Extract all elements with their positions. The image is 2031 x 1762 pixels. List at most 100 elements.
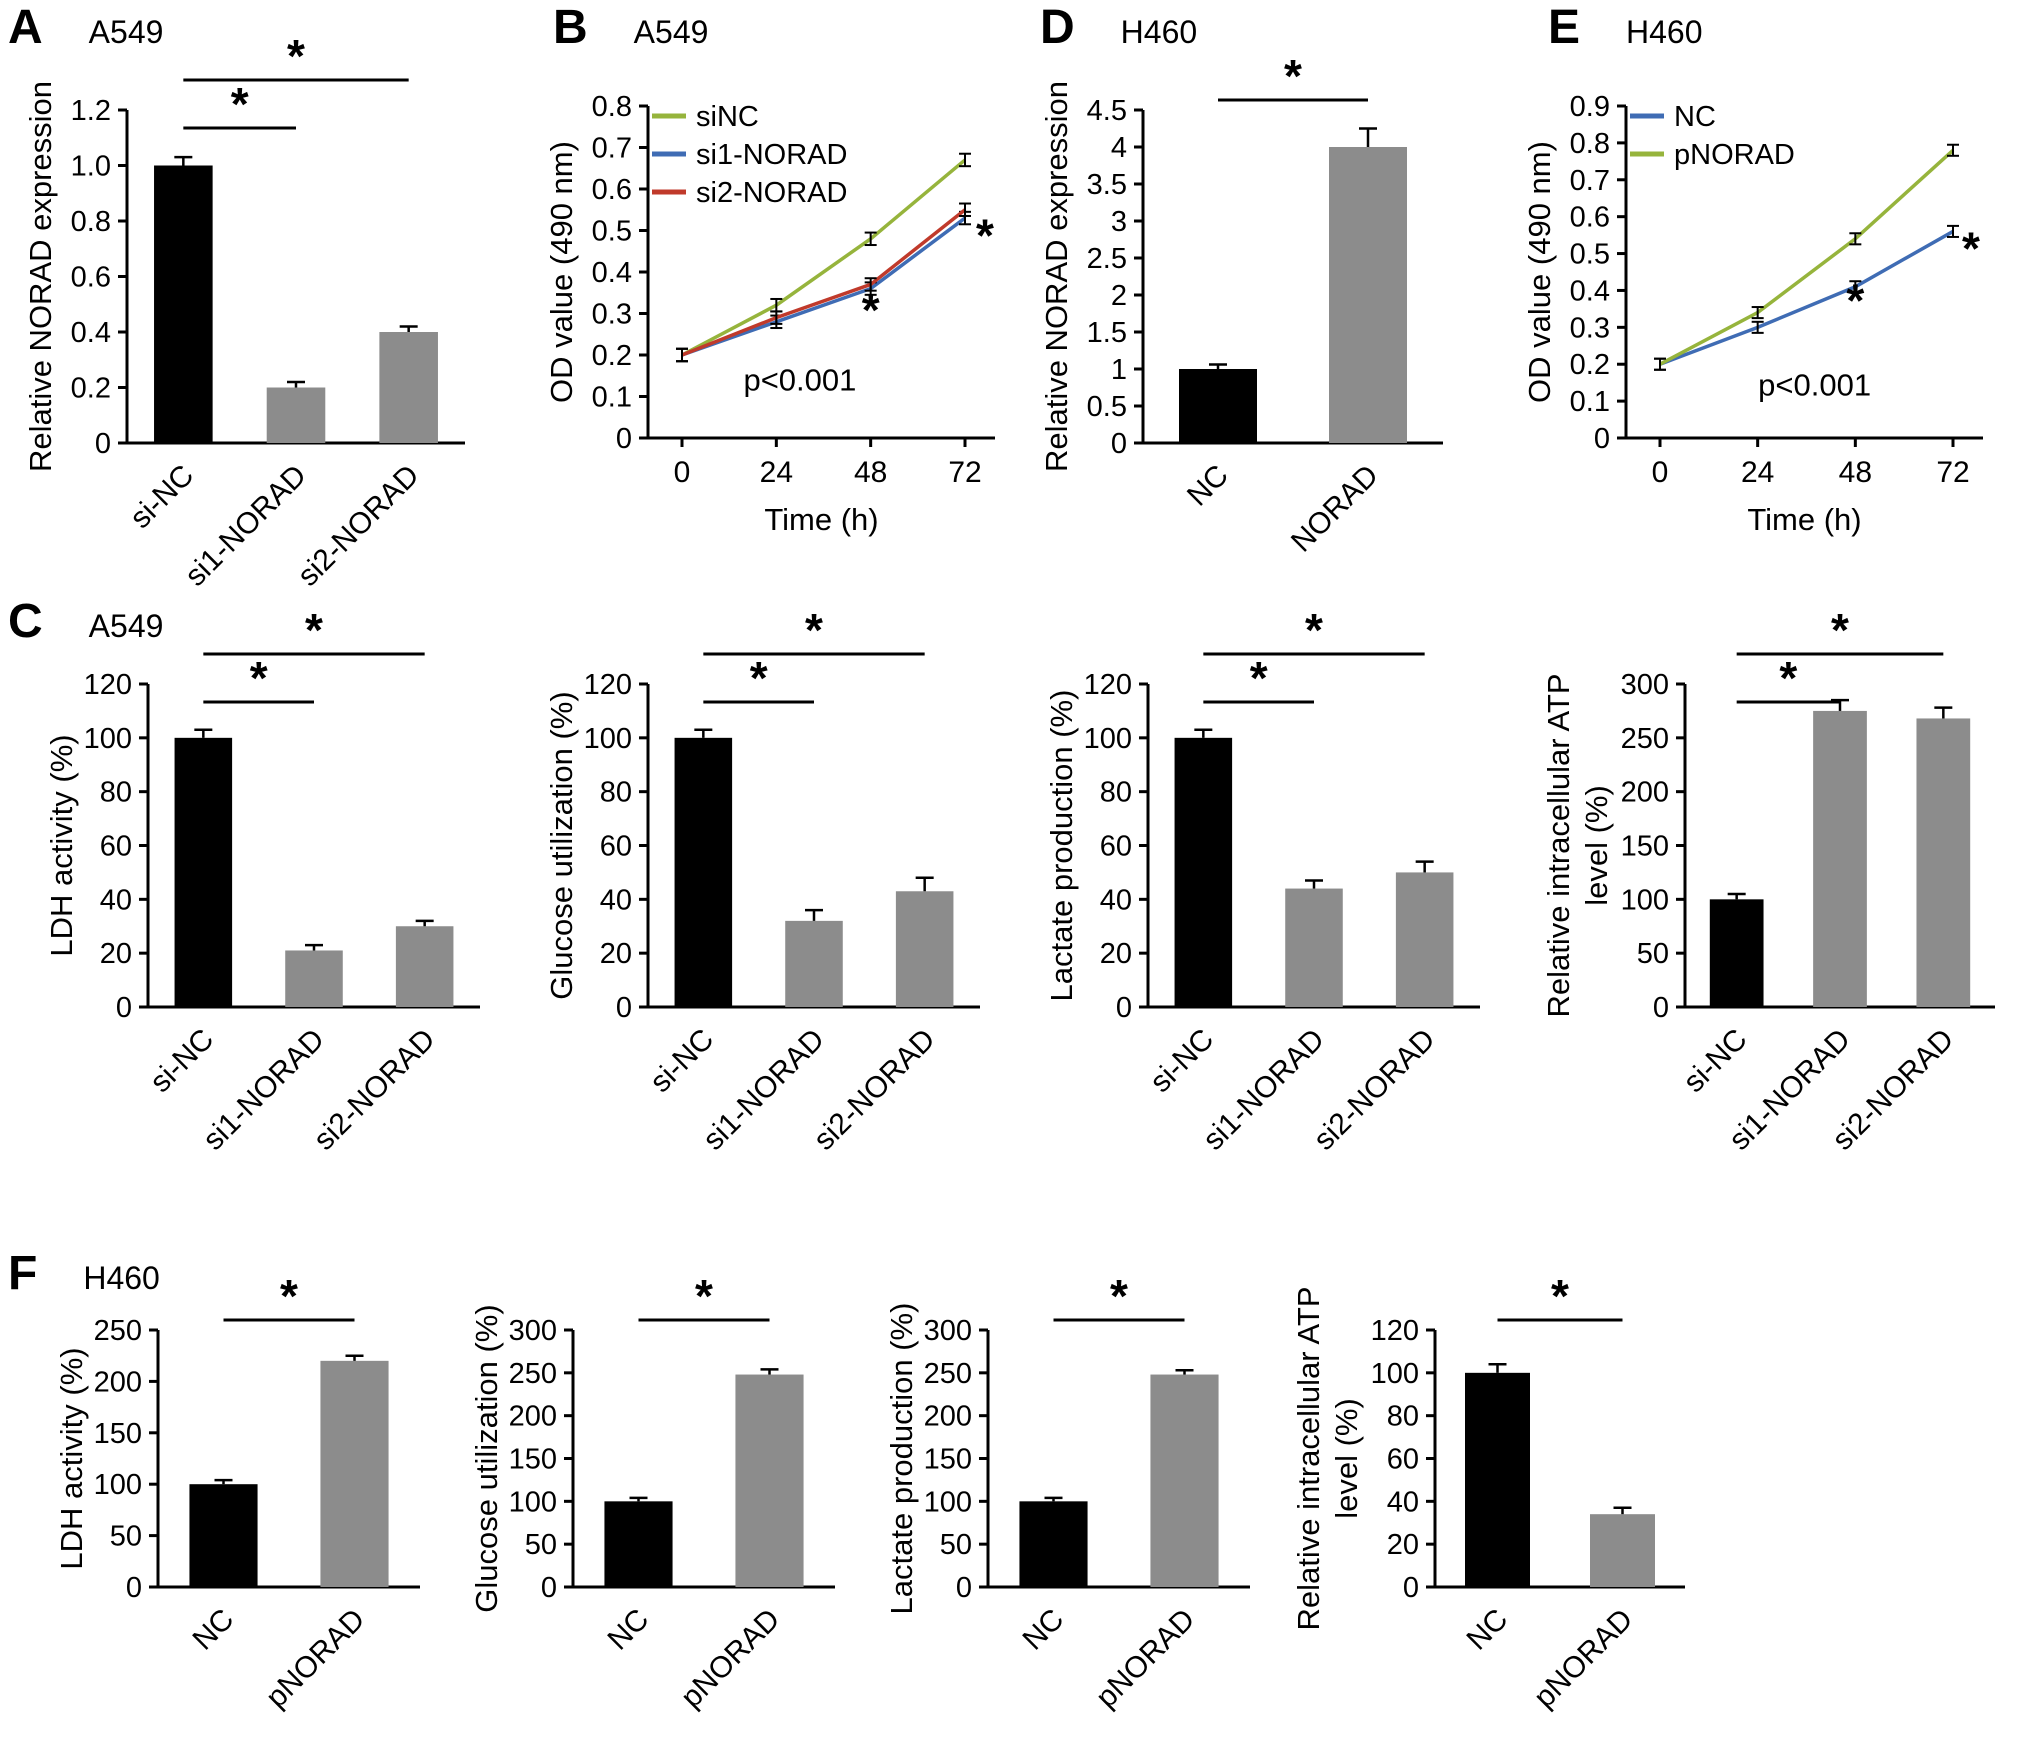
- panel-d-header: D H460: [1040, 4, 1197, 52]
- svg-text:120: 120: [84, 669, 132, 701]
- svg-text:0: 0: [95, 428, 111, 460]
- panel-a-title: A549: [88, 14, 164, 50]
- svg-text:150: 150: [94, 1418, 142, 1450]
- svg-text:72: 72: [1936, 456, 1969, 489]
- svg-text:1.0: 1.0: [71, 151, 111, 183]
- svg-text:*: *: [976, 209, 994, 261]
- svg-text:0: 0: [616, 423, 632, 455]
- svg-text:80: 80: [100, 777, 132, 809]
- svg-text:100: 100: [584, 723, 632, 755]
- svg-text:60: 60: [600, 831, 632, 863]
- svg-text:*: *: [1110, 1272, 1128, 1322]
- svg-text:0: 0: [1653, 992, 1669, 1024]
- svg-text:Lactate production (%): Lactate production (%): [884, 1303, 919, 1615]
- panel-f-header: F H460: [8, 1250, 160, 1298]
- panel-c-title: A549: [88, 608, 164, 644]
- svg-text:NC: NC: [1460, 1603, 1514, 1657]
- svg-text:250: 250: [1621, 723, 1669, 755]
- chart-a549-lactate-production-bar: 0 20 40 60 80 100 120 Lactate production (%) si-…: [1030, 612, 1510, 1187]
- svg-text:0: 0: [126, 1572, 142, 1604]
- svg-text:0.5: 0.5: [592, 216, 632, 248]
- svg-text:50: 50: [525, 1529, 557, 1561]
- svg-text:24: 24: [760, 456, 793, 489]
- chart-h460-proliferation-line: 0 0.1 0.2 0.3 0.4 0.5 0.6 0.7 0.8 0.9 OD value (49…: [1518, 28, 2023, 628]
- svg-text:si-NC: si-NC: [644, 1023, 720, 1099]
- svg-text:NC: NC: [1016, 1603, 1070, 1657]
- svg-text:0.3: 0.3: [592, 299, 632, 331]
- svg-text:LDH activity (%): LDH activity (%): [44, 734, 79, 956]
- svg-text:*: *: [1846, 274, 1864, 326]
- svg-text:250: 250: [94, 1315, 142, 1347]
- svg-text:120: 120: [1084, 669, 1132, 701]
- svg-text:100: 100: [84, 723, 132, 755]
- svg-text:0: 0: [541, 1572, 557, 1604]
- svg-text:0: 0: [116, 992, 132, 1024]
- panel-e-letter: E: [1548, 1, 1581, 54]
- svg-text:80: 80: [600, 777, 632, 809]
- svg-text:0: 0: [1116, 992, 1132, 1024]
- svg-text:*: *: [250, 652, 268, 704]
- svg-text:*: *: [280, 1272, 298, 1322]
- svg-text:200: 200: [94, 1366, 142, 1398]
- svg-text:LDH activity (%): LDH activity (%): [54, 1347, 89, 1569]
- svg-text:200: 200: [924, 1401, 972, 1433]
- svg-text:0: 0: [616, 992, 632, 1024]
- svg-text:100: 100: [94, 1469, 142, 1501]
- svg-text:0.6: 0.6: [592, 174, 632, 206]
- svg-text:20: 20: [100, 938, 132, 970]
- svg-text:Time (h): Time (h): [764, 502, 878, 537]
- panel-a-letter: A: [8, 1, 43, 54]
- svg-text:*: *: [287, 30, 305, 82]
- svg-text:0.8: 0.8: [592, 91, 632, 123]
- svg-text:300: 300: [1621, 669, 1669, 701]
- svg-text:50: 50: [110, 1521, 142, 1553]
- panel-b-header: B A549: [553, 4, 708, 52]
- svg-text:*: *: [1551, 1272, 1569, 1322]
- chart-h460-ldh-activity-bar: 0 50 100 150 200 250 LDH activity (%) NC pNORAD *: [40, 1272, 450, 1757]
- svg-text:Lactate production (%): Lactate production (%): [1044, 690, 1079, 1002]
- svg-text:OD value (490 nm): OD value (490 nm): [1522, 141, 1557, 403]
- svg-text:72: 72: [948, 456, 981, 489]
- panel-e-title: H460: [1626, 14, 1703, 50]
- svg-text:2: 2: [1111, 280, 1127, 312]
- svg-text:*: *: [1305, 612, 1323, 656]
- svg-text:100: 100: [509, 1486, 557, 1518]
- svg-text:0.4: 0.4: [592, 257, 632, 289]
- svg-text:0.3: 0.3: [1570, 312, 1610, 344]
- svg-text:0.1: 0.1: [592, 382, 632, 414]
- svg-text:250: 250: [509, 1358, 557, 1390]
- svg-text:150: 150: [1621, 831, 1669, 863]
- svg-text:1: 1: [1111, 354, 1127, 386]
- svg-text:*: *: [305, 612, 323, 656]
- svg-text:300: 300: [509, 1315, 557, 1347]
- svg-text:0.6: 0.6: [71, 262, 111, 294]
- svg-text:NORAD: NORAD: [1285, 459, 1385, 559]
- svg-text:4: 4: [1111, 132, 1127, 164]
- svg-text:0.4: 0.4: [1570, 275, 1610, 307]
- svg-text:150: 150: [924, 1444, 972, 1476]
- svg-text:0.7: 0.7: [592, 133, 632, 165]
- svg-text:Glucose utilization (%): Glucose utilization (%): [469, 1304, 504, 1612]
- svg-text:*: *: [1779, 652, 1797, 704]
- svg-text:Relative NORAD expression: Relative NORAD expression: [23, 81, 58, 472]
- svg-text:40: 40: [1387, 1486, 1419, 1518]
- svg-text:250: 250: [924, 1358, 972, 1390]
- svg-text:80: 80: [1100, 777, 1132, 809]
- chart-a549-norad-expression-bar: 0 0.2 0.4 0.6 0.8 1.0 1.2 Relative NORAD expres…: [15, 28, 500, 628]
- chart-a549-atp-level-bar: 0 50 100 150 200 250 300 Relative intracellular…: [1530, 612, 2025, 1187]
- svg-text:2.5: 2.5: [1087, 243, 1127, 275]
- svg-text:pNORAD: pNORAD: [675, 1603, 787, 1715]
- svg-text:pNORAD: pNORAD: [1674, 139, 1795, 171]
- svg-text:si-NC: si-NC: [124, 459, 200, 535]
- svg-text:*: *: [805, 612, 823, 656]
- chart-a549-glucose-utilization-bar: 0 20 40 60 80 100 120 Glucose utilization (%) si…: [530, 612, 1010, 1187]
- svg-text:20: 20: [1100, 938, 1132, 970]
- svg-text:p<0.001: p<0.001: [1758, 368, 1871, 403]
- svg-text:100: 100: [1084, 723, 1132, 755]
- svg-text:p<0.001: p<0.001: [743, 362, 856, 397]
- svg-text:si-NC: si-NC: [1144, 1023, 1220, 1099]
- svg-text:*: *: [1284, 50, 1302, 102]
- svg-text:OD value (490 nm): OD value (490 nm): [544, 141, 579, 403]
- svg-text:level (%): level (%): [1329, 1398, 1364, 1519]
- svg-text:0: 0: [1652, 456, 1669, 489]
